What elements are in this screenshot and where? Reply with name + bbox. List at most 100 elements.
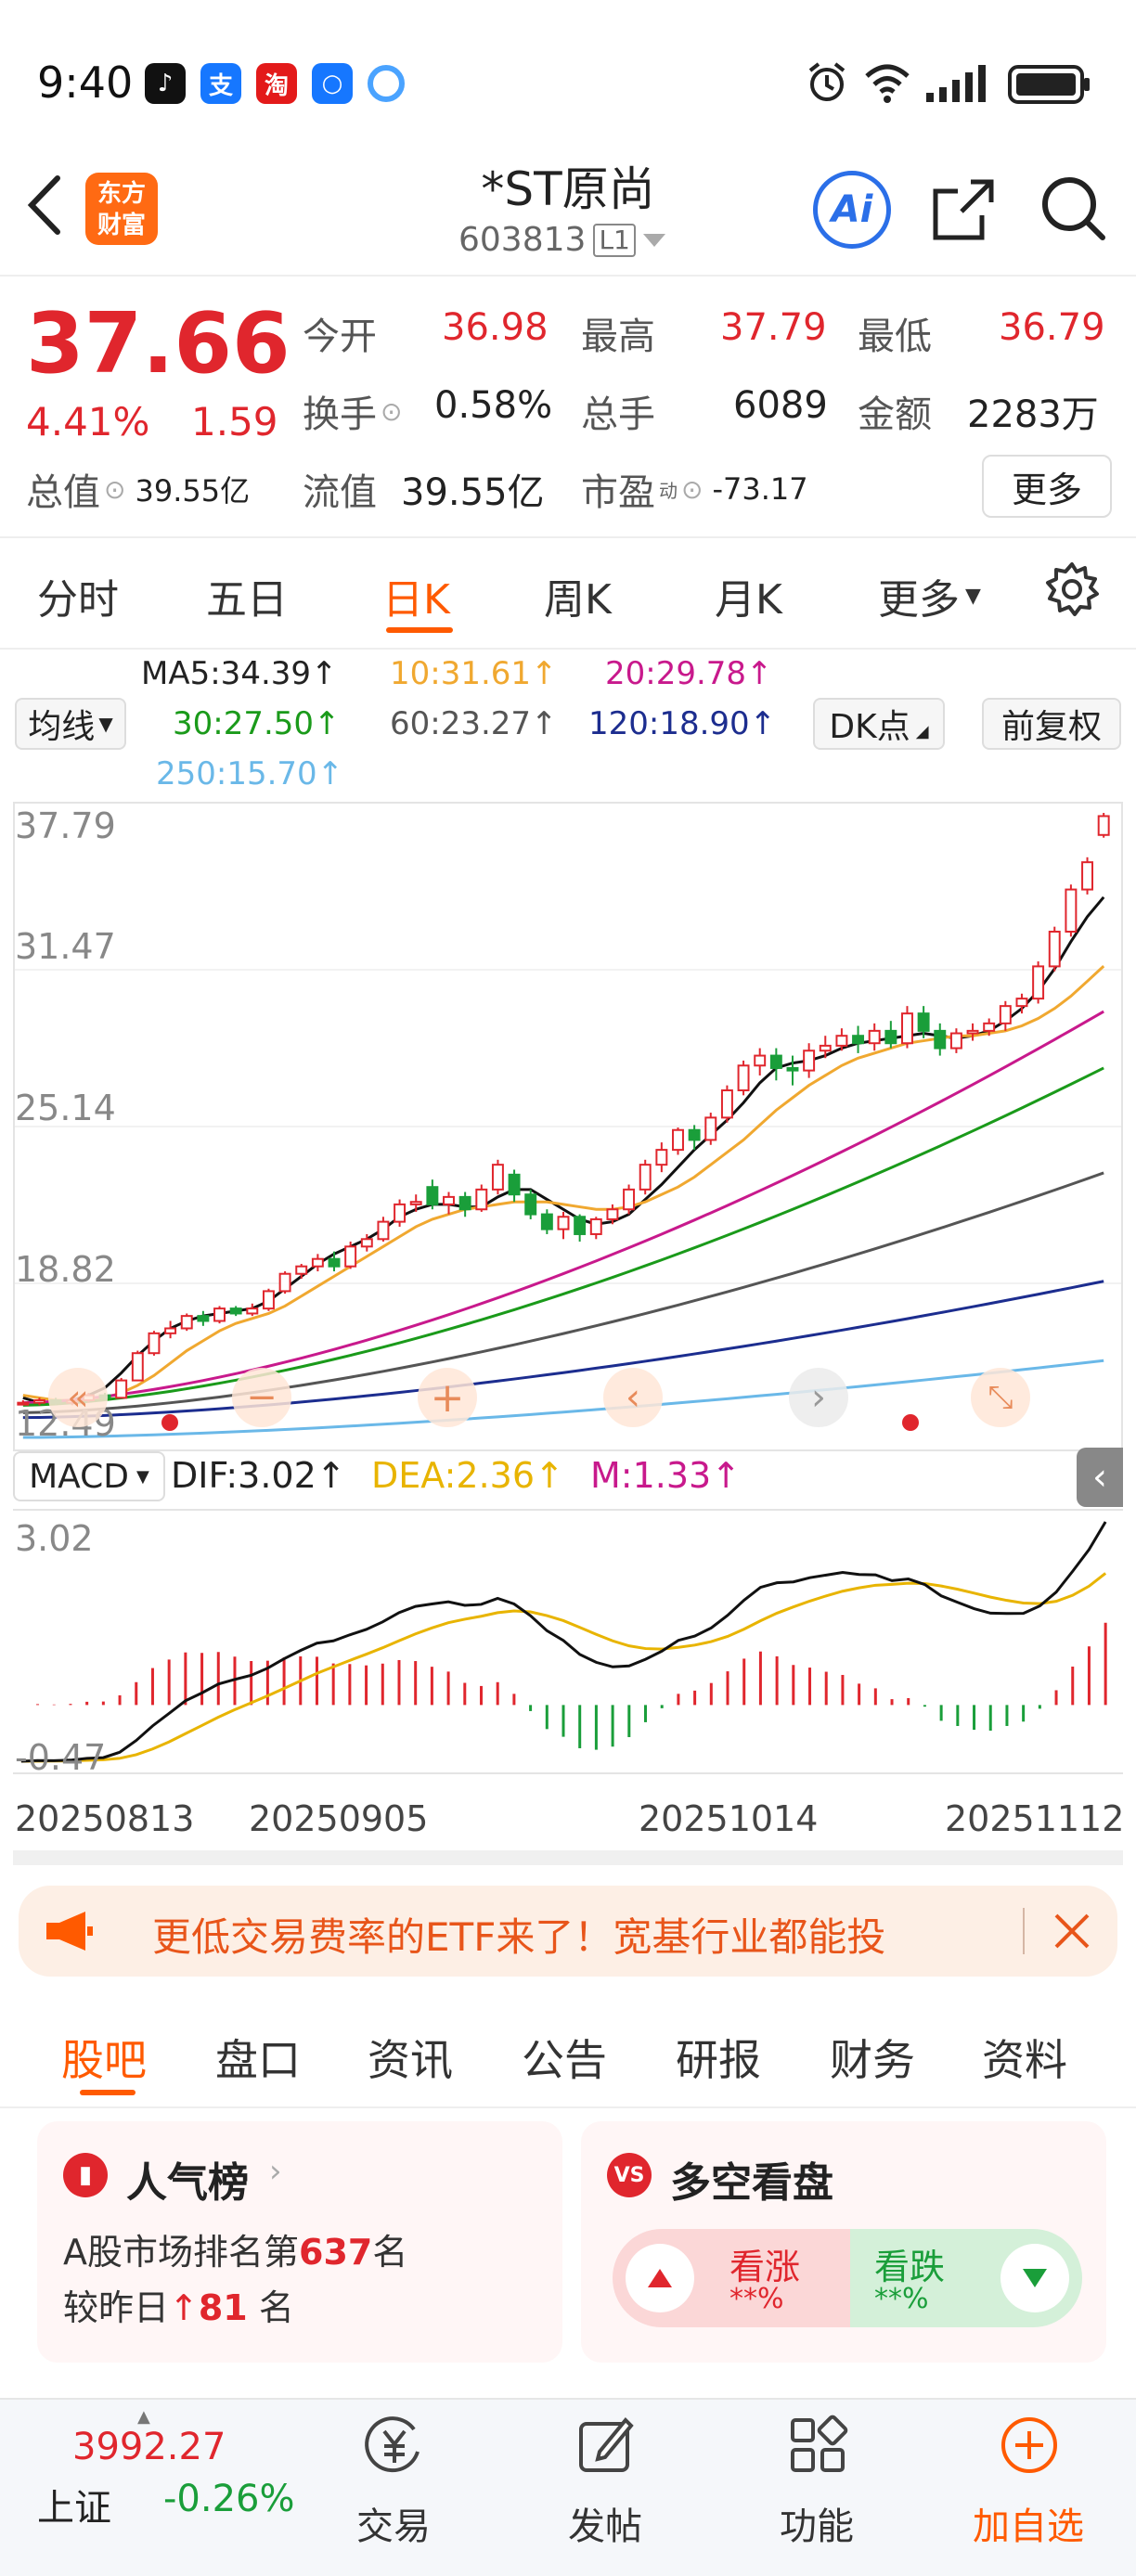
active-tab-indicator (386, 627, 453, 633)
macd-selector-label: MACD (29, 1457, 130, 1496)
post-button[interactable]: 发帖 (549, 2407, 661, 2556)
ma60-legend: 60:23.27↑ (390, 705, 558, 742)
tab-finance[interactable]: 财务 (830, 2035, 915, 2085)
promo-banner[interactable]: 更低交易费率的ETF来了！宽基行业都能投 (19, 1886, 1117, 1977)
tab-orderbook[interactable]: 盘口 (215, 2035, 301, 2085)
macd-dea: DEA:2.36↑ (371, 1455, 564, 1496)
tiktok-icon: ♪ (145, 63, 186, 104)
rank-prefix: A股市场排名第 (63, 2232, 299, 2273)
collapse-panel-button[interactable]: ‹ (1077, 1448, 1123, 1507)
tab-monthly-k[interactable]: 月K (715, 576, 782, 624)
index-name[interactable]: 上证 (37, 2487, 111, 2530)
candle (769, 1048, 782, 1081)
add-watchlist-button[interactable]: 加自选 (963, 2407, 1093, 2556)
corner-icon: ◢ (915, 721, 929, 741)
low-label: 最低 (858, 316, 932, 358)
pe-value: -73.17 (712, 471, 808, 507)
popularity-card[interactable]: ▮ 人气榜 › A股市场排名第637名 较昨日↑81 名 (37, 2121, 562, 2363)
tab-intraday[interactable]: 分时 (37, 576, 119, 624)
wifi-icon (863, 63, 911, 104)
adjust-button[interactable]: 前复权 (982, 698, 1121, 750)
candle (754, 1048, 767, 1075)
share-icon[interactable] (928, 174, 999, 245)
index-value[interactable]: 3992.27 (72, 2426, 226, 2468)
trade-button[interactable]: 交易 (338, 2407, 449, 2556)
macd-chart (20, 1521, 1107, 1763)
tab-profile[interactable]: 资料 (982, 2035, 1067, 2085)
settings-gear-icon[interactable] (1043, 560, 1101, 618)
tab-announcements[interactable]: 公告 (522, 2035, 607, 2085)
info-icon[interactable]: ⊙ (381, 395, 403, 427)
turnover-label: 换手 (303, 393, 377, 436)
candle (328, 1251, 341, 1272)
tab-news[interactable]: 资讯 (368, 2035, 453, 2085)
bull-button[interactable]: 看涨 **% (613, 2229, 852, 2327)
event-dot[interactable] (902, 1414, 919, 1431)
candle (32, 1397, 45, 1406)
expand-icon[interactable]: ⤡ (971, 1368, 1030, 1427)
ma120-line (22, 1280, 1104, 1420)
divider (0, 2106, 1136, 2108)
ma30-legend: 30:27.50↑ (173, 705, 341, 742)
macd-dif: DIF:3.02↑ (171, 1455, 346, 1496)
features-button[interactable]: 功能 (761, 2407, 872, 2556)
zoom-out-icon[interactable]: − (232, 1368, 291, 1427)
ma20-legend: 20:29.78↑ (605, 655, 773, 692)
candle (983, 1018, 996, 1037)
low-value: 36.79 (999, 306, 1105, 349)
trade-label: 交易 (356, 2505, 431, 2548)
open-value: 36.98 (442, 306, 549, 349)
candle (197, 1310, 210, 1326)
ai-button[interactable]: Ai (813, 171, 891, 249)
index-change[interactable]: -0.26% (163, 2478, 295, 2520)
pe-group: 市盈 动 ⊙ -73.17 (581, 462, 808, 516)
high-label: 最高 (581, 316, 655, 358)
tab-more[interactable]: 更多 ▼ (878, 566, 981, 625)
sentiment-title: 多空看盘 (670, 2159, 833, 2207)
change-amount: 1.59 (191, 399, 278, 444)
caret-down-icon: ▼ (965, 584, 981, 608)
sentiment-card[interactable]: VS 多空看盘 看涨 **% 看跌 **% (581, 2121, 1106, 2363)
macd-chart-area[interactable] (13, 1509, 1123, 1774)
tab-research[interactable]: 研报 (676, 2035, 761, 2085)
close-icon[interactable] (1051, 1910, 1093, 1952)
tab-five-day[interactable]: 五日 (206, 576, 288, 624)
more-quote-button[interactable]: 更多 (982, 455, 1112, 518)
bear-button[interactable]: 看跌 **% (850, 2229, 1082, 2327)
tab-daily-k[interactable]: 日K (382, 576, 450, 624)
candle (819, 1036, 832, 1059)
back-icon[interactable] (24, 173, 65, 238)
volume-value: 6089 (733, 384, 828, 427)
zoom-in-icon[interactable]: + (418, 1368, 477, 1427)
kline-chart-area[interactable] (13, 802, 1123, 1451)
stock-code-selector[interactable]: 603813 L1 (458, 221, 665, 259)
active-tab-indicator (80, 2090, 136, 2095)
pe-sup: 动 (659, 479, 678, 502)
ma-selector[interactable]: 均线 ▼ (15, 698, 126, 750)
candle (868, 1023, 881, 1051)
prev-icon[interactable]: ‹ (603, 1368, 663, 1427)
dk-point-button[interactable]: DK点 ◢ (813, 698, 945, 750)
candle (803, 1043, 816, 1078)
tab-forum[interactable]: 股吧 (61, 2035, 147, 2085)
info-icon[interactable]: ⊙ (681, 473, 704, 505)
rewind-icon[interactable]: « (48, 1368, 108, 1427)
candle (229, 1306, 242, 1317)
bottom-bar: ▲ 3992.27 上证 -0.26% 交易 发帖 功能 加自选 (0, 2398, 1136, 2576)
volume-label: 总手 (581, 393, 655, 436)
tab-weekly-k[interactable]: 周K (544, 576, 612, 624)
ma10-line (22, 965, 1105, 1402)
next-icon[interactable]: › (789, 1368, 848, 1427)
info-icon[interactable]: ⊙ (104, 473, 126, 505)
divider (0, 536, 1136, 538)
ma10-legend: 10:31.61↑ (390, 655, 558, 692)
search-icon[interactable] (1038, 173, 1108, 243)
taobao-icon: 淘 (256, 63, 297, 104)
level-badge: L1 (593, 223, 636, 257)
candle (443, 1191, 455, 1215)
vs-icon: VS (607, 2153, 652, 2197)
macd-selector[interactable]: MACD ▼ (13, 1451, 165, 1501)
y-axis-label: 18.82 (15, 1249, 116, 1290)
event-dot[interactable] (161, 1414, 178, 1431)
app-icon (368, 65, 405, 102)
